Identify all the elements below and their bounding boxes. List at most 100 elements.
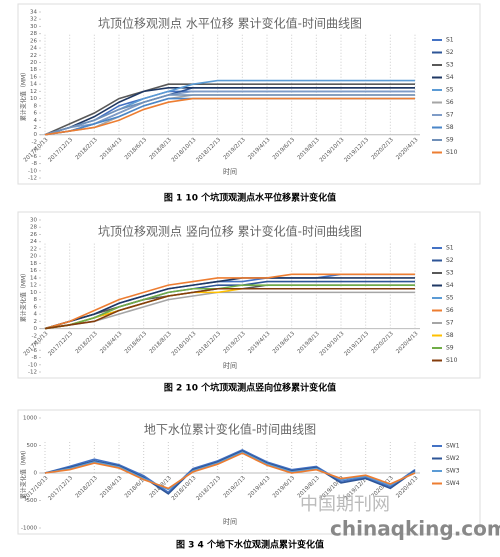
- y-tick-label: 32: [30, 17, 37, 23]
- y-tick-label: 16: [30, 268, 37, 274]
- y-tick-label: 500: [27, 443, 38, 449]
- y-tick-label: -12: [28, 176, 37, 182]
- watermark: chinaqking.com: [330, 517, 500, 541]
- x-axis-label: 时间: [223, 167, 237, 176]
- legend-label: S4: [446, 282, 454, 289]
- figure-caption: 图 1 10 个坑顶观测点水平位移累计变化值: [164, 192, 336, 204]
- series-line: [44, 90, 415, 136]
- y-tick-label: 24: [30, 239, 37, 245]
- watermark: 中国期刊网: [300, 494, 390, 515]
- y-tick-label: 8: [34, 297, 38, 303]
- y-tick-label: -4: [32, 341, 38, 347]
- series-line: [44, 83, 415, 136]
- y-tick-label: 22: [30, 53, 37, 59]
- legend-label: S10: [446, 357, 458, 364]
- chart-title: 坑顶位移观测点 竖向位移 累计变化值-时间曲线图: [98, 224, 362, 239]
- legend-label: S6: [446, 307, 454, 314]
- y-tick-label: 16: [30, 74, 37, 80]
- figure-caption: 图 2 10 个坑顶观测点竖向位移累计变化值: [164, 382, 336, 394]
- y-tick-label: -10: [28, 168, 37, 174]
- y-tick-label: 28: [30, 225, 37, 231]
- legend-label: S5: [446, 295, 454, 302]
- y-tick-label: -2: [32, 139, 37, 145]
- series-line: [44, 97, 415, 136]
- legend-label: S7: [446, 112, 454, 119]
- y-tick-label: -500: [25, 498, 38, 504]
- series-line: [44, 450, 416, 495]
- legend-label: S3: [446, 270, 454, 277]
- legend-label: SW1: [446, 443, 460, 450]
- y-tick-label: 22: [30, 246, 37, 252]
- y-tick-label: 26: [30, 38, 37, 44]
- y-tick-label: 20: [30, 254, 37, 260]
- legend-label: S3: [446, 62, 454, 69]
- plot-area: [17, 409, 481, 535]
- y-tick-label: 18: [30, 67, 37, 73]
- x-axis-label: 时间: [223, 361, 237, 370]
- legend-label: S2: [446, 257, 454, 264]
- y-tick-label: 24: [30, 46, 37, 52]
- y-axis-label: 累计变化值（MM）: [20, 69, 28, 121]
- figure-caption: 图 3 4 个地下水位观测点累计变化值: [176, 539, 324, 551]
- series-line: [44, 451, 416, 491]
- y-tick-label: 2: [34, 319, 38, 325]
- chart-title: 坑顶位移观测点 水平位移 累计变化值-时间曲线图: [98, 16, 362, 31]
- y-tick-label: 1000: [23, 416, 37, 422]
- chart-title: 地下水位累计变化值-时间曲线图: [144, 422, 316, 437]
- y-tick-label: -12: [28, 370, 37, 376]
- series-line: [44, 452, 416, 490]
- y-tick-label: 18: [30, 261, 37, 267]
- plot-area: [17, 3, 481, 185]
- y-tick-label: -2: [32, 333, 37, 339]
- legend-label: SW4: [446, 480, 460, 487]
- legend-label: S1: [446, 245, 454, 252]
- y-tick-label: 4: [34, 118, 38, 124]
- y-tick-label: 20: [30, 60, 37, 66]
- y-tick-label: 26: [30, 232, 37, 238]
- y-tick-label: 6: [34, 111, 38, 117]
- x-axis-label: 时间: [223, 517, 237, 526]
- y-tick-label: 14: [30, 275, 37, 281]
- legend-label: S2: [446, 49, 454, 56]
- y-tick-label: 10: [30, 96, 37, 102]
- series-line: [44, 273, 415, 330]
- y-tick-label: 30: [30, 218, 37, 224]
- y-tick-label: 14: [30, 82, 37, 88]
- legend-label: S7: [446, 320, 454, 327]
- series-line: [44, 287, 415, 330]
- y-tick-label: 34: [30, 10, 37, 16]
- series-line: [44, 449, 416, 494]
- series-line: [44, 277, 415, 330]
- y-tick-label: 0: [34, 471, 38, 477]
- y-tick-label: -4: [32, 147, 38, 153]
- y-tick-label: -8: [32, 161, 38, 167]
- series-line: [44, 291, 415, 330]
- y-tick-label: -10: [28, 362, 37, 368]
- y-tick-label: 30: [30, 24, 37, 30]
- legend-label: S9: [446, 345, 454, 352]
- legend-label: S10: [446, 149, 458, 156]
- legend-label: S8: [446, 332, 454, 339]
- y-axis-label: 累计变化值（MM）: [20, 270, 28, 322]
- legend-label: S8: [446, 124, 454, 131]
- plot-area: [17, 211, 481, 379]
- y-tick-label: 8: [34, 103, 38, 109]
- y-tick-label: 10: [30, 290, 37, 296]
- series-line: [44, 86, 415, 136]
- series-line: [44, 284, 415, 330]
- y-tick-label: -6: [32, 348, 38, 354]
- y-tick-label: 12: [30, 89, 37, 95]
- legend-label: S6: [446, 99, 454, 106]
- y-tick-label: 0: [34, 326, 38, 332]
- y-tick-label: -8: [32, 355, 38, 361]
- y-tick-label: -1000: [21, 526, 37, 532]
- y-tick-label: 4: [34, 312, 38, 318]
- y-tick-label: 6: [34, 304, 38, 310]
- y-tick-label: 2: [34, 125, 38, 131]
- y-axis-label: 累计变化值（MM）: [20, 447, 28, 499]
- y-tick-label: 0: [34, 132, 38, 138]
- legend-label: SW3: [446, 468, 460, 475]
- legend-label: S4: [446, 74, 454, 81]
- legend-label: S5: [446, 87, 454, 94]
